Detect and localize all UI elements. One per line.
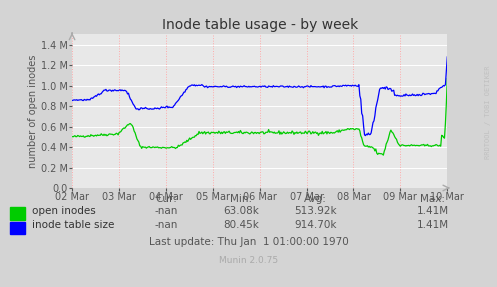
Y-axis label: number of open inodes: number of open inodes bbox=[28, 55, 38, 168]
Text: 513.92k: 513.92k bbox=[294, 206, 337, 216]
Text: -nan: -nan bbox=[155, 220, 178, 230]
Text: -nan: -nan bbox=[155, 206, 178, 216]
Text: Max:: Max: bbox=[420, 194, 445, 204]
Text: 80.45k: 80.45k bbox=[223, 220, 259, 230]
Text: RRDTOOL / TOBI OETIKER: RRDTOOL / TOBI OETIKER bbox=[485, 65, 491, 159]
Text: Last update: Thu Jan  1 01:00:00 1970: Last update: Thu Jan 1 01:00:00 1970 bbox=[149, 237, 348, 247]
Title: Inode table usage - by week: Inode table usage - by week bbox=[162, 18, 358, 32]
Text: inode table size: inode table size bbox=[32, 220, 115, 230]
Text: open inodes: open inodes bbox=[32, 206, 96, 216]
Text: Avg:: Avg: bbox=[304, 194, 327, 204]
Text: Cur:: Cur: bbox=[156, 194, 177, 204]
Text: 914.70k: 914.70k bbox=[294, 220, 337, 230]
Text: 63.08k: 63.08k bbox=[223, 206, 259, 216]
Text: Min:: Min: bbox=[230, 194, 252, 204]
Text: 1.41M: 1.41M bbox=[416, 220, 448, 230]
Text: 1.41M: 1.41M bbox=[416, 206, 448, 216]
Text: Munin 2.0.75: Munin 2.0.75 bbox=[219, 256, 278, 265]
